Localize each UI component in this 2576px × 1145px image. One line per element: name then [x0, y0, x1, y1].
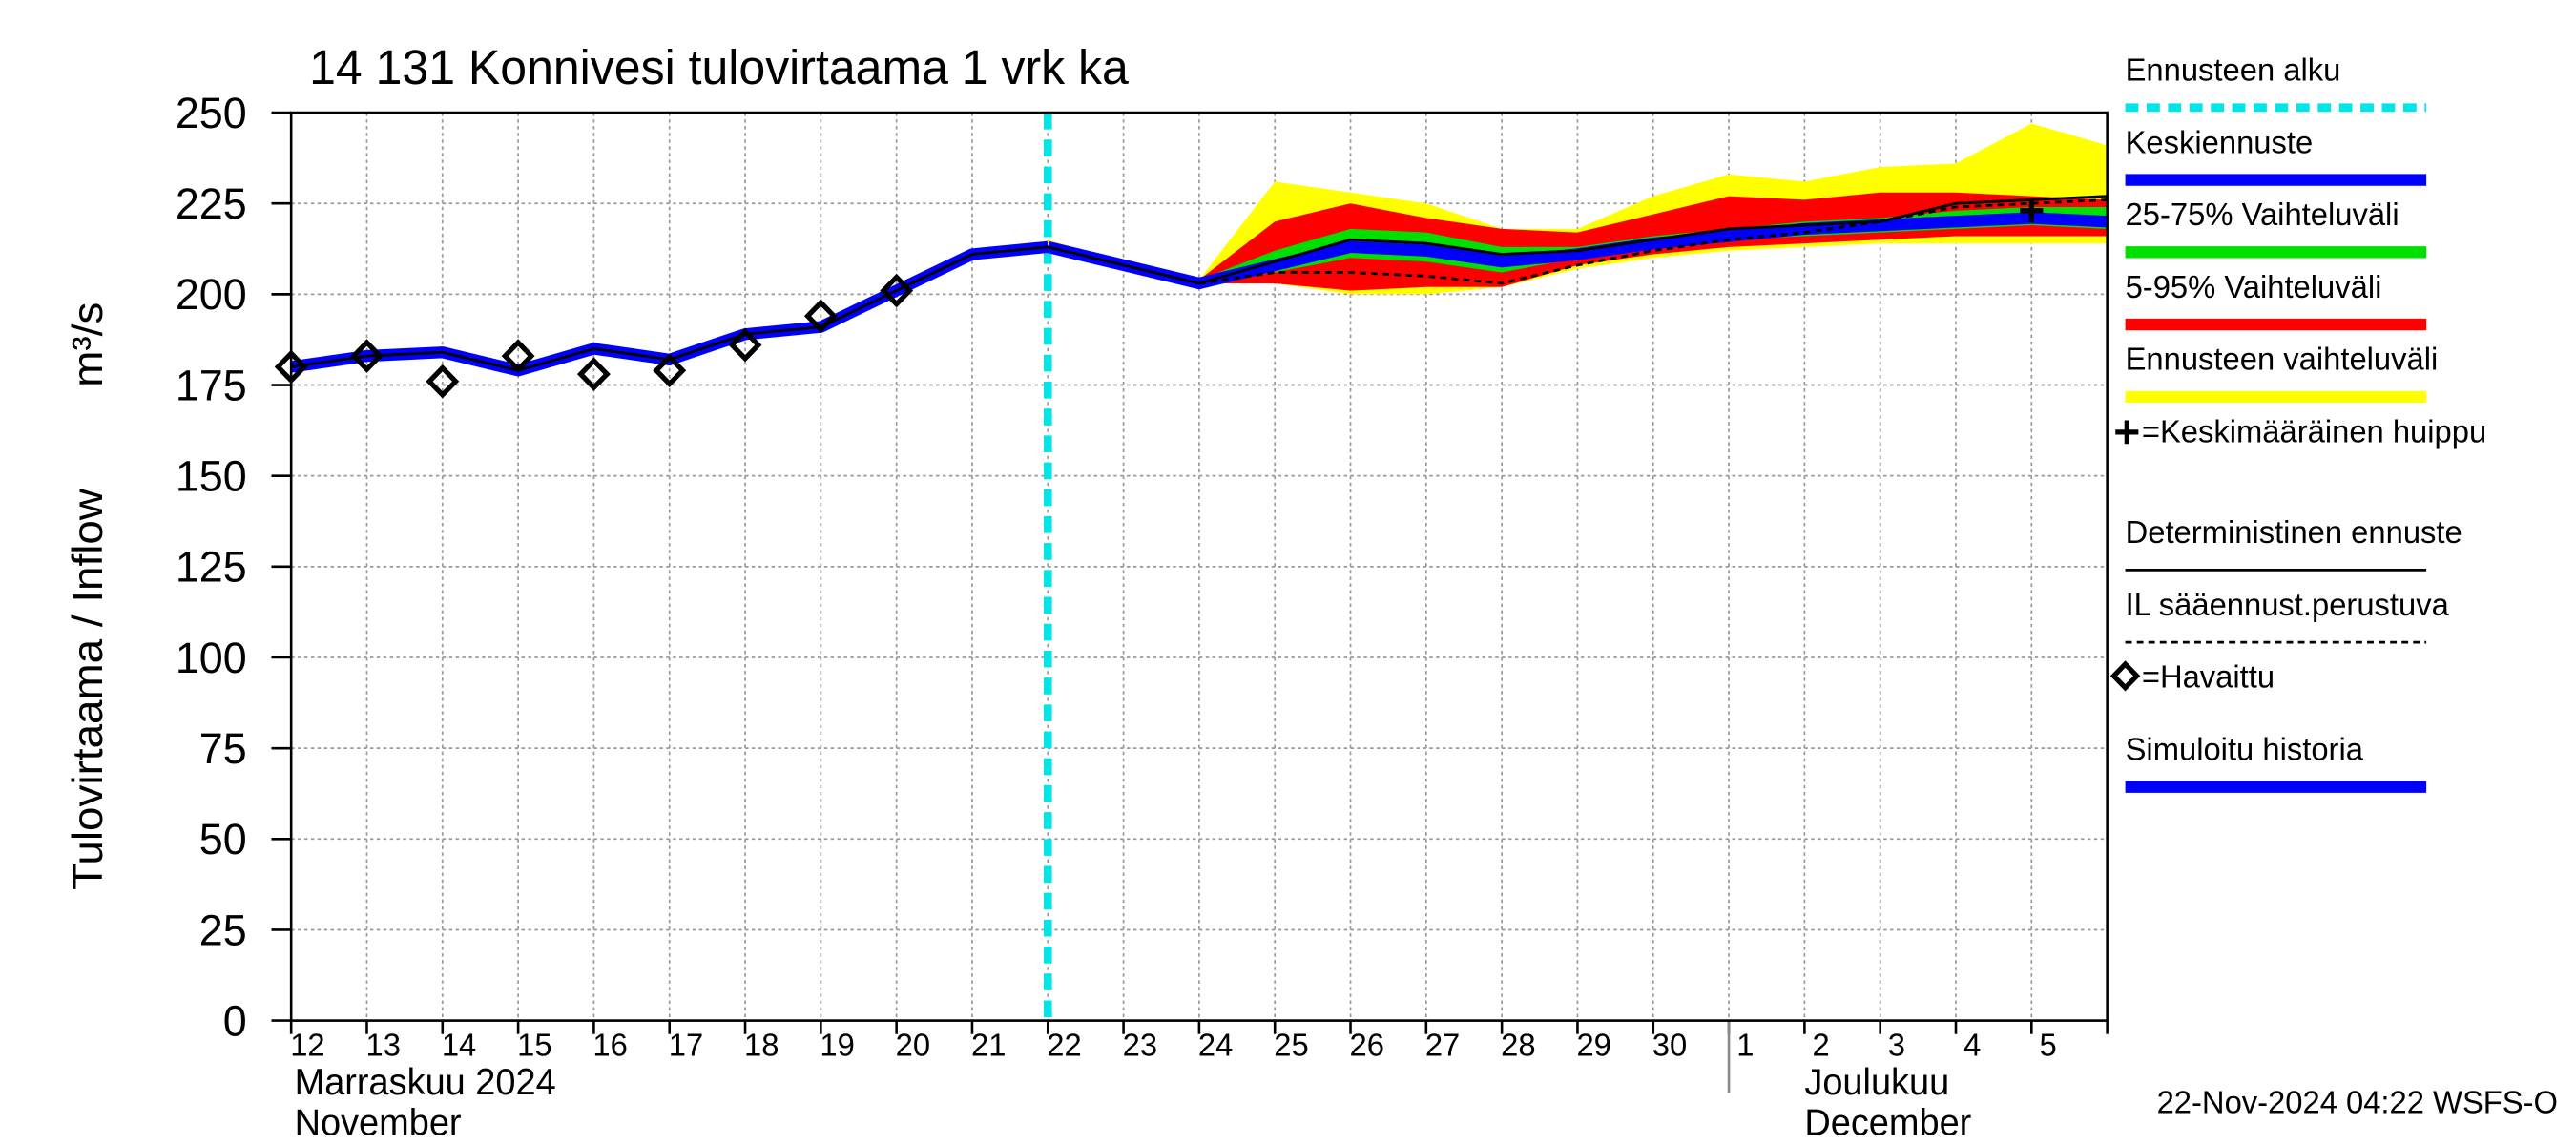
- x-tick-label: 16: [592, 1028, 627, 1063]
- x-tick-label: 19: [820, 1028, 854, 1063]
- x-tick-label: 24: [1198, 1028, 1233, 1063]
- x-tick-label: 27: [1425, 1028, 1460, 1063]
- legend-label: =Keskimääräinen huippu: [2142, 414, 2486, 449]
- x-tick-label: 23: [1123, 1028, 1157, 1063]
- x-tick-label: 28: [1501, 1028, 1535, 1063]
- footer: 22-Nov-2024 04:22 WSFS-O: [2157, 1085, 2558, 1120]
- x-tick-label: 1: [1736, 1028, 1754, 1063]
- month-label: November: [295, 1102, 462, 1143]
- plot-frame: [289, 111, 2109, 1022]
- chart-title: 14 131 Konnivesi tulovirtaama 1 vrk ka: [309, 40, 1130, 95]
- month-label: December: [1804, 1102, 1971, 1143]
- x-tick-label: 5: [2039, 1028, 2056, 1063]
- x-tick-label: 22: [1047, 1028, 1081, 1063]
- legend-marker: [2115, 420, 2139, 445]
- x-tick-label: 12: [290, 1028, 324, 1063]
- legend-label: =Havaittu: [2142, 659, 2275, 695]
- observed-marker: [728, 327, 762, 363]
- y-tick-label: 125: [176, 542, 247, 592]
- y-tick-label: 25: [199, 906, 247, 955]
- legend-label: Keskiennuste: [2126, 125, 2314, 160]
- band: [1048, 192, 2108, 291]
- observed-marker: [426, 364, 460, 399]
- y-axis-label: Tulovirtaama / Inflow: [63, 489, 111, 890]
- observed-marker: [501, 339, 535, 373]
- y-tick-label: 50: [199, 815, 247, 864]
- observed-marker: [653, 353, 687, 388]
- y-tick-label: 225: [176, 179, 247, 229]
- y-tick-label: 150: [176, 451, 247, 501]
- legend-label: 5-95% Vaihteluväli: [2126, 270, 2382, 305]
- observed-marker: [576, 357, 611, 391]
- y-tick-label: 250: [176, 88, 247, 137]
- x-tick-label: 13: [366, 1028, 401, 1063]
- x-tick-label: 15: [517, 1028, 551, 1063]
- peak-marker: [2020, 198, 2044, 223]
- x-tick-label: 25: [1274, 1028, 1308, 1063]
- legend-label: IL sääennust.perustuva: [2126, 588, 2450, 623]
- y-axis-unit: m³/s: [63, 302, 111, 387]
- x-tick-label: 18: [744, 1028, 779, 1063]
- x-tick-label: 30: [1652, 1028, 1687, 1063]
- y-tick-label: 75: [199, 724, 247, 774]
- x-tick-label: 26: [1350, 1028, 1384, 1063]
- y-tick-label: 200: [176, 270, 247, 320]
- observed-marker: [803, 299, 838, 334]
- month-label: Marraskuu 2024: [295, 1062, 556, 1103]
- x-tick-label: 14: [442, 1028, 476, 1063]
- legend-label: Ennusteen vaihteluväli: [2126, 342, 2439, 377]
- legend-marker: [2109, 660, 2141, 692]
- dashed-line: [1198, 198, 2108, 285]
- x-tick-label: 29: [1576, 1028, 1610, 1063]
- x-tick-label: 17: [669, 1028, 703, 1063]
- observed-marker: [350, 339, 384, 373]
- legend-label: 25-75% Vaihteluväli: [2126, 198, 2399, 233]
- x-tick-label: 21: [971, 1028, 1006, 1063]
- month-label: Joulukuu: [1804, 1062, 1949, 1103]
- y-tick-label: 175: [176, 361, 247, 410]
- legend-label: Deterministinen ennuste: [2126, 515, 2462, 551]
- observed-marker: [880, 273, 914, 308]
- legend-label: Simuloitu historia: [2126, 732, 2364, 767]
- x-tick-label: 4: [1963, 1028, 1981, 1063]
- y-tick-label: 0: [223, 996, 247, 1046]
- y-tick-label: 100: [176, 633, 247, 682]
- legend-label: Ennusteen alku: [2126, 52, 2341, 88]
- x-tick-label: 3: [1888, 1028, 1905, 1063]
- x-tick-label: 2: [1813, 1028, 1830, 1063]
- x-tick-label: 20: [896, 1028, 930, 1063]
